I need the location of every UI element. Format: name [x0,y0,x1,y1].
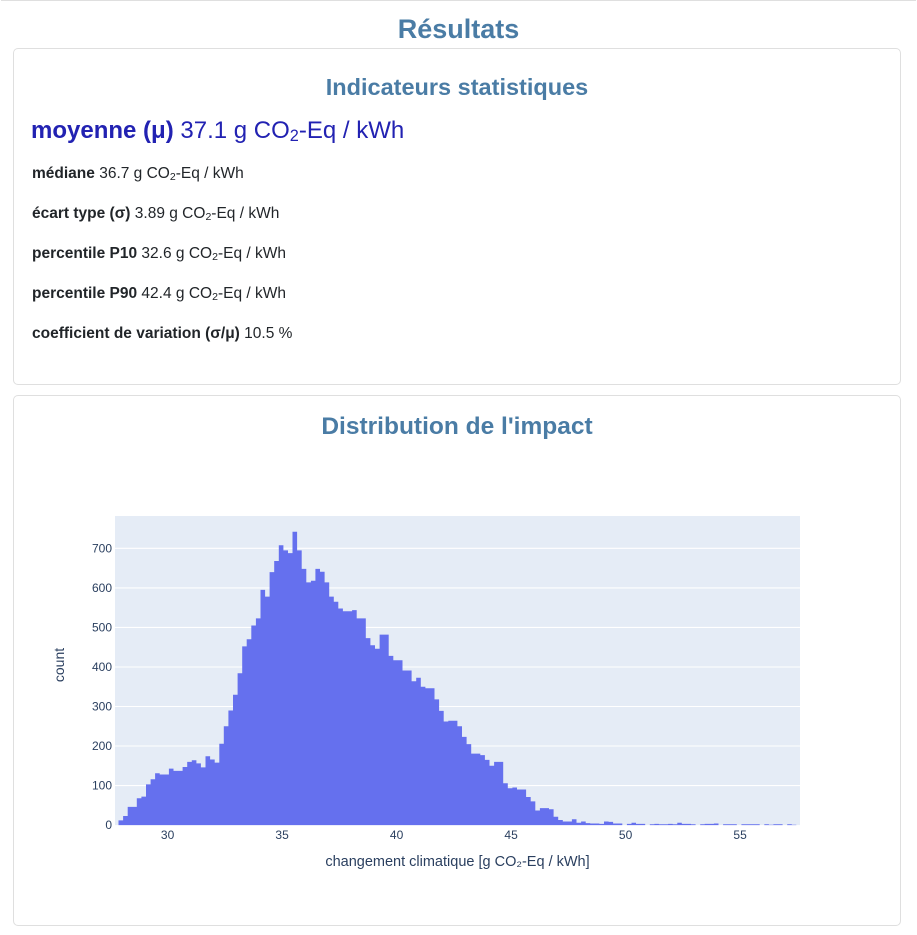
svg-text:45: 45 [504,828,518,842]
svg-text:600: 600 [92,581,112,595]
svg-text:55: 55 [733,828,747,842]
svg-text:40: 40 [390,828,404,842]
svg-text:400: 400 [92,660,112,674]
svg-text:30: 30 [161,828,175,842]
svg-text:200: 200 [92,739,112,753]
svg-text:changement climatique [g CO₂-E: changement climatique [g CO₂-Eq / kWh] [325,854,589,870]
svg-text:50: 50 [619,828,633,842]
svg-text:300: 300 [92,700,112,714]
svg-text:0: 0 [105,818,112,832]
svg-text:100: 100 [92,779,112,793]
svg-text:count: count [51,648,67,682]
svg-text:35: 35 [275,828,289,842]
svg-text:500: 500 [92,620,112,634]
svg-text:700: 700 [92,541,112,555]
